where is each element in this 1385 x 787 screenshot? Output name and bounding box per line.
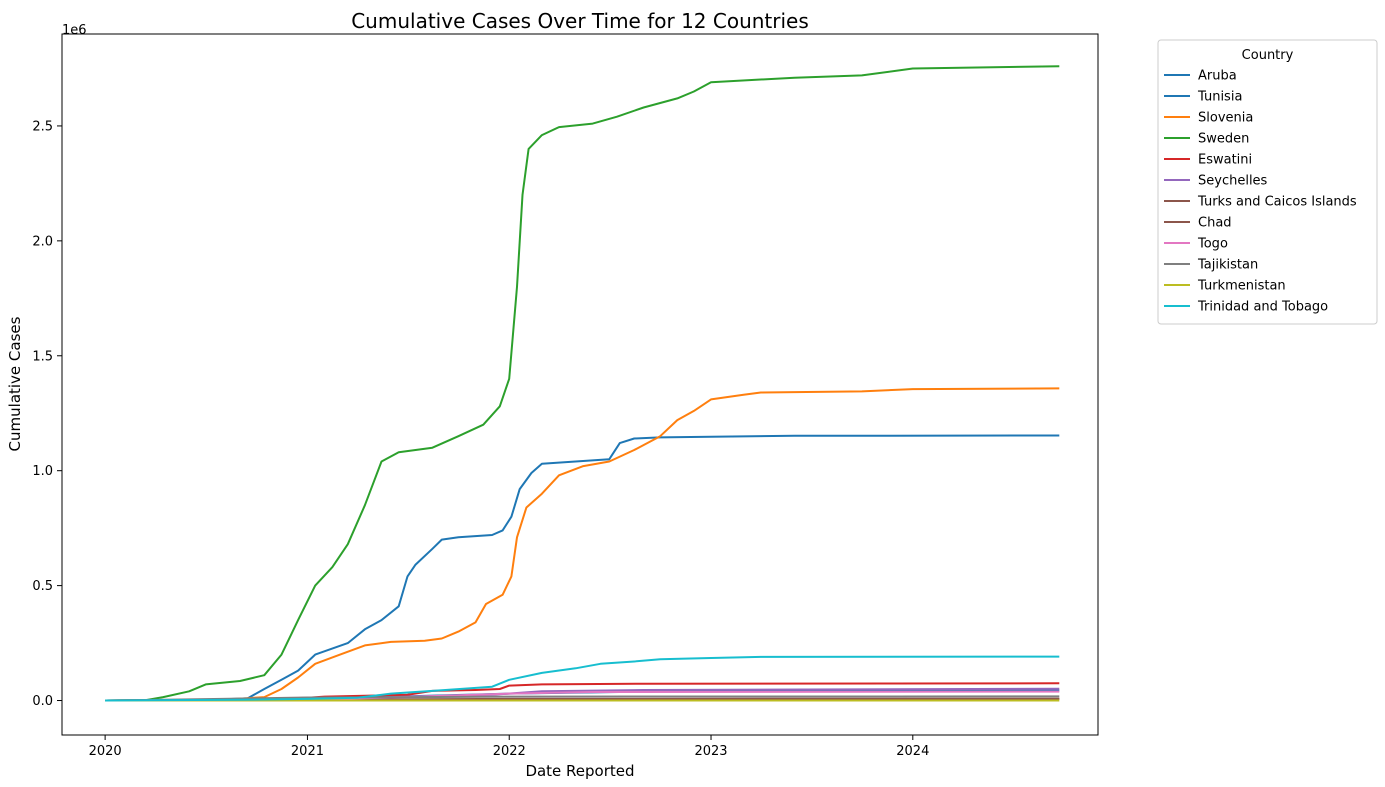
y-tick-label: 0.0 — [32, 694, 53, 709]
y-tick-label: 0.5 — [32, 579, 53, 594]
series-lines — [105, 65, 1060, 702]
x-tick-label: 2022 — [493, 744, 526, 759]
legend-label: Tunisia — [1197, 90, 1242, 105]
x-tick-label: 2024 — [896, 744, 929, 759]
y-tick-label: 2.5 — [32, 119, 53, 134]
series-line-tunisia — [105, 434, 1060, 702]
x-tick-label: 2021 — [291, 744, 324, 759]
legend-box — [1157, 39, 1378, 325]
y-tick-label: 1.0 — [32, 464, 53, 479]
y-axis-offset-label: 1e6 — [62, 23, 87, 38]
chart-title: Cumulative Cases Over Time for 12 Countr… — [351, 9, 809, 33]
axes: 2020 2021 2022 2023 2024 0.0 0.5 1.0 1.5 2.0 2.5 — [32, 119, 929, 759]
legend: Country Aruba Tunisia Slovenia Sweden Eswatin… — [1157, 39, 1378, 325]
legend-label: Eswatini — [1198, 153, 1252, 168]
series-line-slovenia — [105, 387, 1060, 702]
y-axis-title: Cumulative Cases — [6, 316, 24, 451]
legend-label: Slovenia — [1198, 111, 1253, 126]
legend-title: Country — [1242, 48, 1294, 63]
plot-area — [61, 33, 1099, 736]
legend-label: Togo — [1197, 237, 1228, 252]
x-tick-label: 2023 — [694, 744, 727, 759]
series-line-trinidad-and-tobago — [105, 655, 1060, 702]
plot-frame — [61, 33, 1099, 736]
legend-label: Sweden — [1198, 132, 1249, 147]
x-axis-title: Date Reported — [525, 762, 634, 780]
legend-label: Seychelles — [1198, 174, 1268, 189]
y-tick-label: 2.0 — [32, 234, 53, 249]
legend-label: Tajikistan — [1197, 258, 1258, 273]
legend-label: Turks and Caicos Islands — [1197, 195, 1357, 210]
legend-label: Chad — [1198, 216, 1232, 231]
legend-label: Turkmenistan — [1197, 279, 1286, 294]
legend-label: Aruba — [1198, 69, 1237, 84]
y-tick-label: 1.5 — [32, 349, 53, 364]
series-line-sweden — [105, 65, 1060, 702]
legend-label: Trinidad and Tobago — [1197, 300, 1328, 315]
x-tick-label: 2020 — [89, 744, 122, 759]
